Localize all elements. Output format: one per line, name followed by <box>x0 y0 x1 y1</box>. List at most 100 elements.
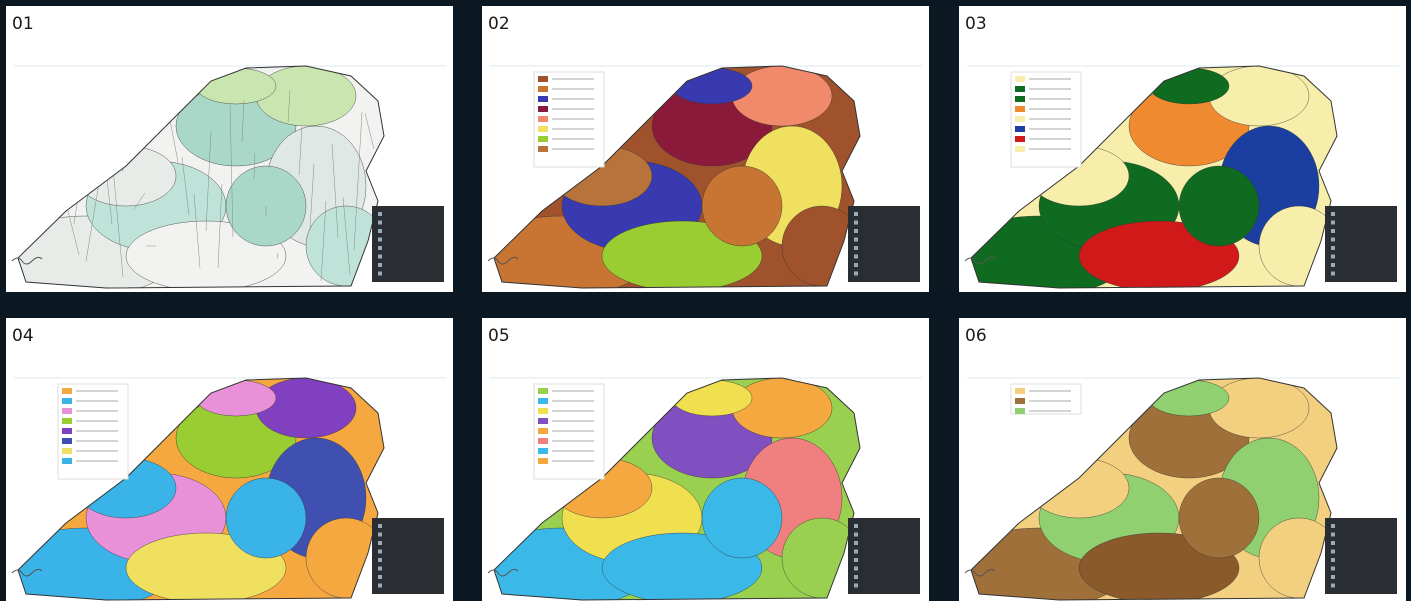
legend-swatch <box>538 428 548 434</box>
legend-swatch <box>62 438 72 444</box>
legend-swatch <box>1015 116 1025 122</box>
legend-swatch <box>854 532 858 537</box>
legend-swatch <box>378 566 382 571</box>
contour <box>25 75 47 97</box>
contour <box>253 152 256 180</box>
map-outline <box>493 377 861 601</box>
signature <box>487 568 519 577</box>
legend-swatch <box>538 126 548 132</box>
legend-swatch <box>378 212 382 216</box>
map-panel: 04 <box>6 318 453 601</box>
map-region <box>494 66 860 288</box>
legend-swatch <box>854 212 858 216</box>
map-figure <box>964 65 1399 289</box>
map-panel: 03 <box>959 6 1406 292</box>
map-zone <box>195 379 277 417</box>
legend-swatch <box>1331 254 1335 259</box>
legend-swatch <box>378 532 382 537</box>
contour <box>298 126 303 176</box>
map-figure <box>487 377 922 601</box>
legend-swatch <box>378 263 382 267</box>
legend-swatch <box>1015 86 1025 92</box>
legend-swatch <box>62 398 72 404</box>
legend-swatch <box>378 549 382 554</box>
map-zone <box>195 67 277 105</box>
legend-swatch <box>854 549 858 554</box>
legend-swatch <box>378 246 382 250</box>
legend-swatch <box>378 575 382 579</box>
legend-swatch <box>854 271 858 276</box>
map-outline <box>970 65 1338 289</box>
map-zone <box>701 165 783 247</box>
contour <box>157 82 168 110</box>
legend-box <box>1325 518 1397 594</box>
legend-swatch <box>538 448 548 454</box>
legend-swatch <box>1331 237 1335 242</box>
contour <box>287 89 291 123</box>
legend-swatch <box>62 408 72 414</box>
legend-swatch <box>1331 583 1335 588</box>
legend-swatch <box>378 237 382 242</box>
map-zone <box>1208 378 1310 439</box>
legend-swatch <box>378 229 382 233</box>
panel-label: 04 <box>12 326 34 346</box>
legend-swatch <box>62 458 72 464</box>
panel-label: 02 <box>488 14 510 34</box>
legend-swatch <box>854 575 858 579</box>
contour <box>37 112 58 150</box>
legend-swatch <box>1331 566 1335 571</box>
map-zone <box>255 66 357 127</box>
map-panel: 06 <box>959 318 1406 601</box>
legend-swatch <box>1331 558 1335 562</box>
map-figure <box>487 65 922 289</box>
legend-swatch <box>1331 229 1335 233</box>
legend-swatch <box>854 254 858 259</box>
legend-swatch <box>854 566 858 571</box>
legend-box <box>372 518 444 594</box>
map-zone <box>1178 165 1260 247</box>
legend-swatch <box>538 146 548 152</box>
legend-swatch <box>538 106 548 112</box>
map-zone <box>731 378 833 439</box>
legend-swatch <box>378 583 382 588</box>
legend-swatch <box>538 388 548 394</box>
map-region <box>971 378 1337 600</box>
signature <box>964 256 996 265</box>
legend-swatch <box>538 438 548 444</box>
map-zone <box>1028 457 1130 519</box>
legend-swatch <box>378 220 382 225</box>
contour <box>364 112 375 150</box>
legend-swatch <box>854 220 858 225</box>
legend-swatch <box>854 237 858 242</box>
map-zone <box>225 477 307 559</box>
legend-swatch <box>1331 246 1335 250</box>
legend-swatch <box>378 524 382 528</box>
legend-swatch <box>1015 146 1025 152</box>
panel-label: 05 <box>488 326 510 346</box>
legend-swatch <box>62 428 72 434</box>
legend-swatch <box>1331 220 1335 225</box>
legend-swatch <box>378 541 382 545</box>
contour <box>353 111 363 251</box>
legend-swatch <box>1331 575 1335 579</box>
map-figure <box>11 65 446 289</box>
legend-swatch <box>854 583 858 588</box>
legend-swatch <box>538 96 548 102</box>
legend-box <box>848 206 920 282</box>
legend-swatch <box>1331 271 1335 276</box>
signature <box>11 568 43 577</box>
legend-swatch <box>1331 532 1335 537</box>
legend-swatch <box>1015 106 1025 112</box>
panel-label: 06 <box>965 326 987 346</box>
legend-box <box>372 206 444 282</box>
legend-swatch <box>1331 541 1335 545</box>
map-zone <box>671 379 753 417</box>
legend-swatch <box>1015 126 1025 132</box>
legend-swatch <box>1015 96 1025 102</box>
map-zone <box>1208 66 1310 127</box>
legend-swatch <box>1015 76 1025 82</box>
legend-swatch <box>538 86 548 92</box>
legend-swatch <box>854 524 858 528</box>
legend-swatch <box>538 418 548 424</box>
